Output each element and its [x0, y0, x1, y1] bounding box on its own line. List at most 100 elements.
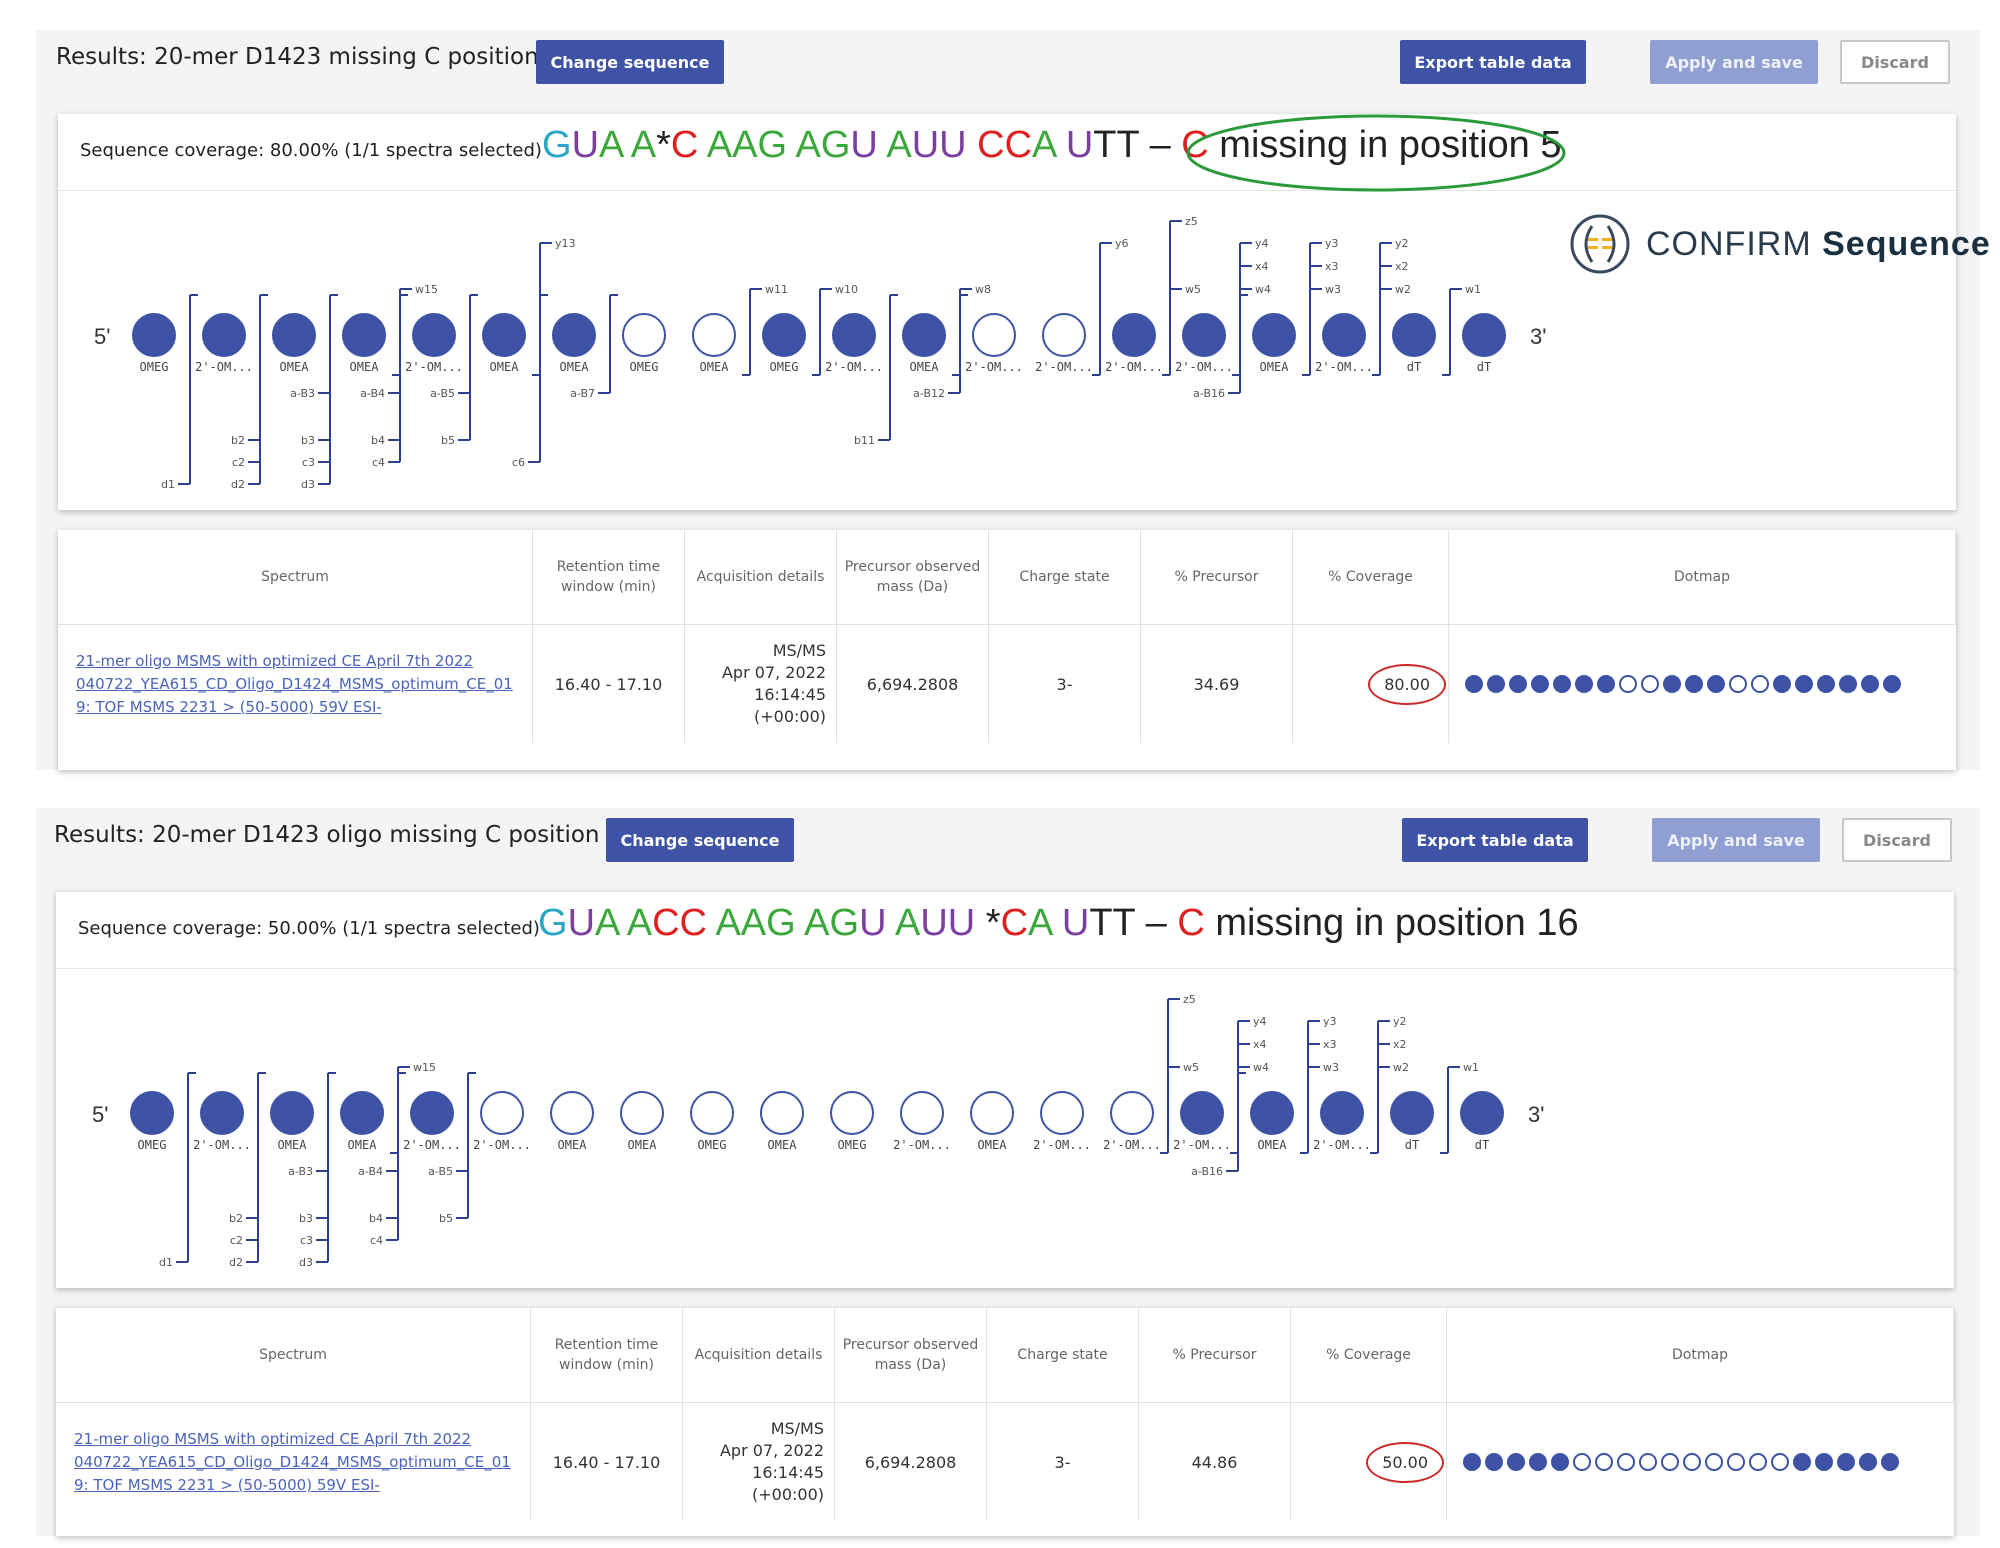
dotmap [1463, 675, 1903, 693]
missing-highlight-ellipse [1186, 114, 1566, 192]
apply-and-save-button[interactable]: Apply and save [1652, 818, 1820, 862]
fragment-ion-label: x2 [1395, 260, 1409, 273]
dotmap-dot-covered [1793, 1453, 1811, 1471]
dotmap [1461, 1453, 1901, 1471]
col-coverage: % Coverage [1291, 1308, 1447, 1402]
results-title: Results: 20-mer D1423 oligo missing C po… [54, 822, 637, 848]
nucleotide-node [1460, 1091, 1504, 1135]
confirm-sequence-logo: CONFIRM Sequence [1568, 212, 1991, 276]
col-dotmap: Dotmap [1447, 1308, 1954, 1402]
fragment-ion-label: c4 [372, 456, 385, 469]
dotmap-dot-covered [1529, 1453, 1547, 1471]
nucleotide-label: 2'-OM... [403, 1138, 461, 1152]
coverage-header: Sequence coverage: 80.00% (1/1 spectra s… [58, 114, 1956, 192]
nucleotide-node [1250, 1091, 1294, 1135]
nucleotide-node [202, 313, 246, 357]
dotmap-dot-missing [1771, 1453, 1789, 1471]
nucleotide-node [1320, 1091, 1364, 1135]
nucleotide-label: OMEG [838, 1138, 867, 1152]
nucleotide-label: dT [1477, 360, 1491, 374]
sequence-line: GUA A*C AAG AGU AUU CCA UTT – C missing … [542, 124, 1561, 167]
sequence-segment: U [859, 902, 895, 944]
nucleotide-node [830, 1091, 874, 1135]
acquisition-cell: MS/MS Apr 07, 2022 16:14:45 (+00:00) [683, 1403, 835, 1521]
table-divider [56, 1402, 1954, 1403]
discard-button[interactable]: Discard [1842, 818, 1952, 862]
fragment-ion-label: b2 [231, 434, 245, 447]
nucleotide-node [552, 313, 596, 357]
nucleotide-label: OMEA [280, 360, 310, 374]
dotmap-dot-covered [1551, 1453, 1569, 1471]
fragment-ion-label: y2 [1393, 1015, 1407, 1028]
nucleotide-node [1252, 313, 1296, 357]
fragment-ion-label: a-B5 [430, 387, 455, 400]
results-panel-2: Results: 20-mer D1423 oligo missing C po… [36, 808, 1980, 1536]
nucleotide-label: 2'-OM... [1103, 1138, 1161, 1152]
dotmap-dot-covered [1881, 1453, 1899, 1471]
fragment-ion-label: d1 [161, 478, 175, 491]
fragment-map: 5' 3' OMEG 2'-OM... OMEA OMEA 2'-OM... OMEA OMEA… [94, 215, 1546, 491]
sequence-segment: TT – [1089, 902, 1178, 944]
fragment-ion-label: y3 [1325, 237, 1339, 250]
fragment-ion-label: c3 [300, 1234, 313, 1247]
retention-cell: 16.40 - 17.10 [531, 1403, 683, 1521]
spectrum-link[interactable]: 21-mer oligo MSMS with optimized CE Apri… [58, 625, 533, 743]
sequence-segment: A [599, 124, 631, 166]
export-table-button[interactable]: Export table data [1402, 818, 1588, 862]
nucleotide-label: OMEG [698, 1138, 727, 1152]
fragment-ion-label: c2 [232, 456, 245, 469]
sequence-segment: U [567, 902, 596, 944]
dotmap-dot-covered [1485, 1453, 1503, 1471]
nucleotide-label: 2'-OM... [965, 360, 1023, 374]
fragment-ion-label: w15 [415, 283, 438, 296]
col-retention: Retention time window (min) [531, 1308, 683, 1402]
spectrum-link[interactable]: 21-mer oligo MSMS with optimized CE Apri… [56, 1403, 531, 1521]
fragment-ion-label: a-B16 [1193, 387, 1225, 400]
dotmap-dot-covered [1817, 675, 1835, 693]
fragment-ion-label: a-B4 [358, 1165, 383, 1178]
nucleotide-label: 2'-OM... [473, 1138, 531, 1152]
three-prime-label: 3' [1528, 1102, 1544, 1127]
nucleotide-node [902, 313, 946, 357]
discard-button[interactable]: Discard [1840, 40, 1950, 84]
logo-text: CONFIRM Sequence [1646, 224, 1991, 263]
nucleotide-node [622, 313, 666, 357]
export-table-button[interactable]: Export table data [1400, 40, 1586, 84]
sequence-missing-note: missing in position 16 [1204, 902, 1579, 944]
nucleotide-label: 2'-OM... [405, 360, 463, 374]
sequence-segment: AG [804, 902, 860, 944]
sequence-segment: UU [920, 902, 986, 944]
nucleotide-node [762, 313, 806, 357]
sequence-segment: A [630, 124, 657, 166]
nucleotide-label: 2'-OM... [1173, 1138, 1231, 1152]
fragment-ion-label: y2 [1395, 237, 1409, 250]
five-prime-label: 5' [94, 324, 110, 349]
acq-date: Apr 07, 2022 [719, 1441, 824, 1460]
five-prime-label: 5' [92, 1102, 108, 1127]
nucleotide-node [480, 1091, 524, 1135]
dotmap-cell [1449, 625, 1956, 743]
logo-mark-icon [1570, 214, 1630, 274]
sequence-segment: * [985, 902, 1001, 944]
acq-timezone: (+00:00) [752, 1485, 824, 1504]
dotmap-dot-covered [1575, 675, 1593, 693]
dotmap-dot-covered [1861, 675, 1879, 693]
apply-and-save-button[interactable]: Apply and save [1650, 40, 1818, 84]
sequence-segment: CC [652, 902, 716, 944]
change-sequence-button[interactable]: Change sequence [606, 818, 794, 862]
change-sequence-button[interactable]: Change sequence [536, 40, 724, 84]
acq-type: MS/MS [770, 1419, 824, 1438]
fragment-map: 5' 3' OMEG 2'-OM... OMEA OMEA 2'-OM... 2'-OM...… [92, 993, 1544, 1269]
sequence-segment: * [656, 124, 671, 166]
col-spectrum: Spectrum [56, 1308, 531, 1402]
dotmap-dot-missing [1661, 1453, 1679, 1471]
fragment-ion-label: d2 [229, 1256, 243, 1269]
nucleotide-node [1322, 313, 1366, 357]
table-divider [58, 624, 1956, 625]
nucleotide-node [1180, 1091, 1224, 1135]
coverage-card: Sequence coverage: 50.00% (1/1 spectra s… [56, 892, 1954, 1288]
nucleotide-node [620, 1091, 664, 1135]
sequence-segment: CC [977, 124, 1033, 166]
col-retention: Retention time window (min) [533, 530, 685, 624]
nucleotide-node [132, 313, 176, 357]
